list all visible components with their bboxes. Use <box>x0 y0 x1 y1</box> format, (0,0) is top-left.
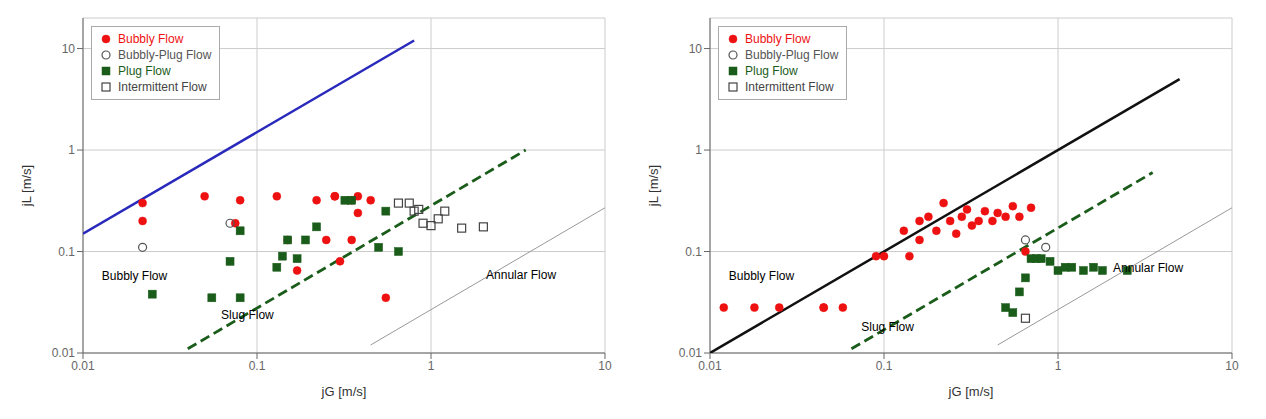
html-text:Bubbly-Plug Flow: Bubbly-Plug Flow <box>118 48 212 62</box>
svg-text:Slug Flow: Slug Flow <box>221 308 274 322</box>
svg-text:0.01: 0.01 <box>52 346 76 360</box>
svg-text:Bubbly Flow: Bubbly Flow <box>729 269 795 283</box>
svg-text:jL [m/s]: jL [m/s] <box>19 165 34 207</box>
html-text:Intermittent Flow: Intermittent Flow <box>745 80 834 94</box>
svg-text:1: 1 <box>1055 359 1062 373</box>
svg-text:10: 10 <box>1225 359 1239 373</box>
svg-text:10: 10 <box>689 42 703 56</box>
svg-text:jG [m/s]: jG [m/s] <box>321 384 367 399</box>
html-text:Intermittent Flow: Intermittent Flow <box>118 80 207 94</box>
svg-text:jG [m/s]: jG [m/s] <box>948 384 994 399</box>
svg-text:Bubbly Flow: Bubbly Flow <box>102 269 168 283</box>
html-text:Bubbly Flow: Bubbly Flow <box>118 32 184 46</box>
svg-text:0.1: 0.1 <box>249 359 266 373</box>
svg-text:1: 1 <box>695 143 702 157</box>
svg-text:0.01: 0.01 <box>71 359 95 373</box>
svg-text:Annular Flow: Annular Flow <box>486 268 556 282</box>
svg-text:0.01: 0.01 <box>679 346 703 360</box>
html-text:Bubbly Flow: Bubbly Flow <box>745 32 811 46</box>
svg-text:10: 10 <box>62 42 76 56</box>
svg-text:0.1: 0.1 <box>876 359 893 373</box>
svg-text:0.1: 0.1 <box>58 245 75 259</box>
svg-text:jL [m/s]: jL [m/s] <box>646 165 661 207</box>
svg-text:1: 1 <box>68 143 75 157</box>
html-text:Plug Flow: Plug Flow <box>745 64 798 78</box>
svg-text:0.01: 0.01 <box>698 359 722 373</box>
html-text:Plug Flow: Plug Flow <box>118 64 171 78</box>
svg-text:10: 10 <box>598 359 612 373</box>
svg-text:Annular Flow: Annular Flow <box>1113 261 1183 275</box>
html-text:Bubbly-Plug Flow: Bubbly-Plug Flow <box>745 48 839 62</box>
svg-text:0.1: 0.1 <box>685 245 702 259</box>
svg-text:1: 1 <box>428 359 435 373</box>
svg-text:Slug Flow: Slug Flow <box>861 320 914 334</box>
